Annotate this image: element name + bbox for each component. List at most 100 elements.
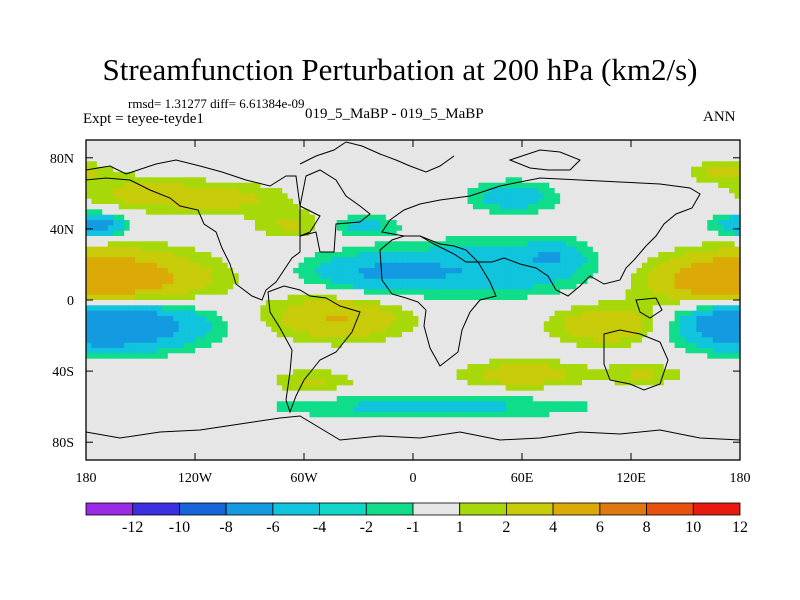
field-cell xyxy=(145,268,152,274)
field-cell xyxy=(532,204,539,210)
field-cell xyxy=(729,316,736,322)
field-cell xyxy=(494,300,501,306)
field-cell xyxy=(462,166,469,173)
field-cell xyxy=(320,177,327,184)
field-cell xyxy=(216,278,223,285)
field-cell xyxy=(516,188,523,194)
field-cell xyxy=(314,198,321,205)
field-cell xyxy=(129,193,136,200)
field-cell xyxy=(723,150,730,157)
field-cell xyxy=(222,262,229,269)
field-cell xyxy=(407,332,414,338)
field-cell xyxy=(696,273,703,280)
field-cell xyxy=(434,150,441,157)
field-cell xyxy=(456,156,463,162)
field-cell xyxy=(674,182,681,189)
field-cell xyxy=(631,225,638,232)
field-cell xyxy=(107,348,114,354)
field-cell xyxy=(718,348,725,354)
field-cell xyxy=(413,209,419,216)
field-cell xyxy=(489,337,496,344)
field-cell xyxy=(113,278,120,285)
field-cell xyxy=(124,294,131,301)
field-cell xyxy=(478,316,485,322)
field-cell xyxy=(102,316,109,322)
field-cell xyxy=(538,268,545,274)
field-cell xyxy=(734,188,741,194)
field-cell xyxy=(549,289,556,296)
field-cell xyxy=(124,214,131,221)
field-cell xyxy=(734,262,741,269)
field-cell xyxy=(734,257,741,264)
field-cell xyxy=(620,145,627,152)
field-cell xyxy=(249,161,256,168)
field-cell xyxy=(358,358,365,365)
field-cell xyxy=(293,310,300,317)
field-cell xyxy=(238,305,245,312)
field-cell xyxy=(91,241,98,248)
field-cell xyxy=(696,204,703,210)
field-cell xyxy=(347,252,354,258)
field-cell xyxy=(107,321,114,328)
field-cell xyxy=(347,166,354,173)
field-cell xyxy=(325,278,332,285)
field-cell xyxy=(522,332,529,338)
field-cell xyxy=(587,161,594,168)
field-cell xyxy=(413,204,419,210)
field-cell xyxy=(511,230,518,237)
field-cell xyxy=(86,209,93,216)
field-cell xyxy=(391,209,398,216)
field-cell xyxy=(734,289,741,296)
field-cell xyxy=(603,284,610,290)
field-cell xyxy=(489,289,496,296)
field-cell xyxy=(244,220,251,226)
field-cell xyxy=(511,161,518,168)
field-cell xyxy=(189,209,196,216)
field-cell xyxy=(620,257,627,264)
field-cell xyxy=(712,257,719,264)
field-cell xyxy=(314,332,321,338)
field-cell xyxy=(478,332,485,338)
field-cell xyxy=(652,230,659,237)
field-cell xyxy=(195,220,201,226)
field-cell xyxy=(91,326,98,333)
field-cell xyxy=(674,326,681,333)
field-cell xyxy=(156,252,163,258)
field-cell xyxy=(331,332,338,338)
field-cell xyxy=(489,268,496,274)
field-cell xyxy=(674,220,681,226)
field-cell xyxy=(129,294,136,301)
field-cell xyxy=(151,150,158,157)
field-cell xyxy=(205,204,212,210)
field-cell xyxy=(260,252,267,258)
field-cell xyxy=(118,225,125,232)
field-cell xyxy=(413,262,419,269)
field-cell xyxy=(363,310,370,317)
field-cell xyxy=(113,337,120,344)
field-cell xyxy=(729,337,736,344)
field-cell xyxy=(456,358,463,365)
field-cell xyxy=(483,321,490,328)
field-cell xyxy=(658,273,665,280)
field-cell xyxy=(701,332,708,338)
field-cell xyxy=(723,225,730,232)
field-cell xyxy=(680,273,687,280)
field-cell xyxy=(500,289,507,296)
field-cell xyxy=(609,193,616,200)
field-cell xyxy=(135,230,142,237)
field-cell xyxy=(658,166,665,173)
field-cell xyxy=(625,321,632,328)
field-cell xyxy=(467,342,474,349)
field-cell xyxy=(276,337,283,344)
field-cell xyxy=(107,230,114,237)
field-cell xyxy=(298,342,305,349)
field-cell xyxy=(178,268,185,274)
field-cell xyxy=(723,193,730,200)
field-cell xyxy=(244,305,251,312)
field-cell xyxy=(353,278,360,285)
field-cell xyxy=(631,230,638,237)
field-cell xyxy=(685,316,692,322)
field-cell xyxy=(298,182,305,189)
field-cell xyxy=(91,220,98,226)
field-cell xyxy=(691,284,697,290)
